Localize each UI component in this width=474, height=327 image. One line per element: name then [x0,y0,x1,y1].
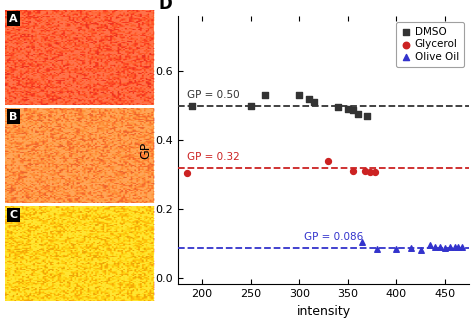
Text: B: B [9,112,18,122]
DMSO [310,100,318,105]
Olive Oil [459,244,466,249]
Text: A: A [9,14,18,24]
DMSO [261,93,269,98]
DMSO [364,113,371,119]
DMSO [305,96,313,101]
DMSO [247,103,255,108]
Glycerol [362,168,369,174]
Olive Oil [392,247,400,252]
Text: C: C [9,210,18,220]
Legend: DMSO, Glycerol, Olive Oil: DMSO, Glycerol, Olive Oil [396,22,464,67]
Glycerol [325,158,332,164]
Glycerol [349,168,356,174]
Olive Oil [417,248,425,253]
Glycerol [366,169,374,174]
Olive Oil [451,244,458,249]
Text: D: D [159,0,173,13]
Olive Oil [427,242,434,248]
Text: GP = 0.50: GP = 0.50 [187,90,240,100]
DMSO [349,107,356,112]
Olive Oil [454,245,461,250]
Text: GP = 0.32: GP = 0.32 [187,152,240,162]
Y-axis label: GP: GP [139,142,152,159]
Glycerol [183,170,191,175]
Olive Oil [358,239,366,244]
Olive Oil [436,245,444,250]
Glycerol [371,169,379,175]
Olive Oil [446,245,454,250]
DMSO [334,104,342,109]
Olive Oil [407,246,415,251]
Olive Oil [441,246,449,251]
Olive Oil [373,247,381,252]
DMSO [189,103,196,108]
Olive Oil [431,244,439,249]
DMSO [344,107,352,112]
DMSO [354,112,361,117]
Text: GP = 0.086: GP = 0.086 [304,232,363,243]
DMSO [295,93,303,98]
X-axis label: intensity: intensity [296,305,351,318]
